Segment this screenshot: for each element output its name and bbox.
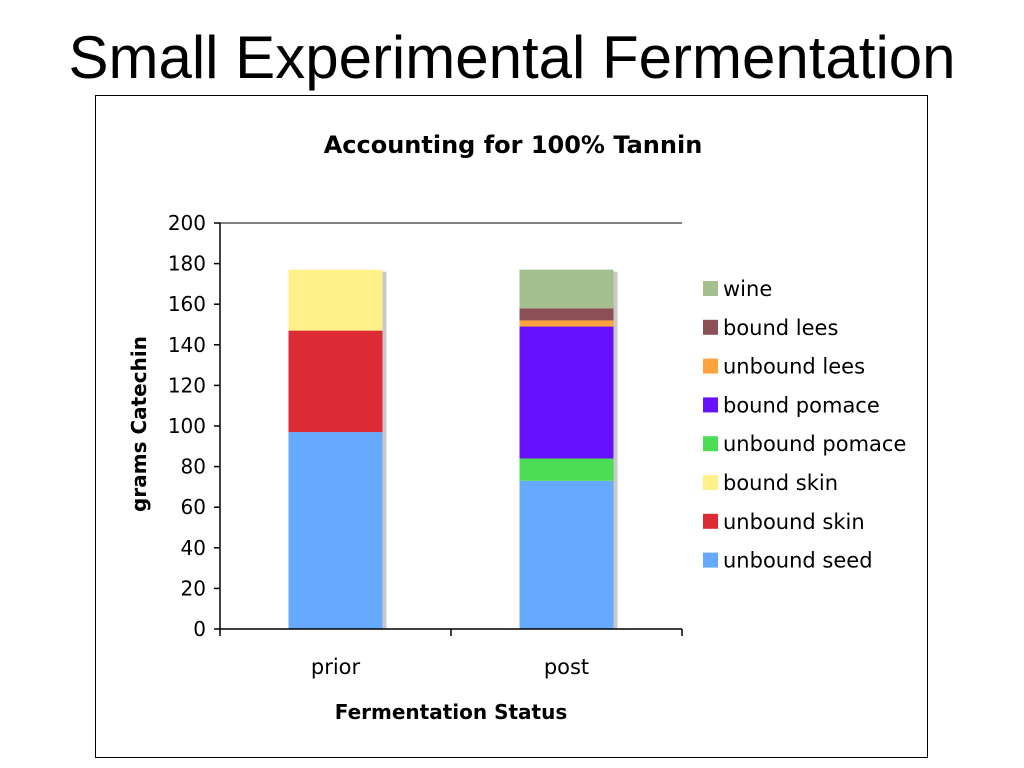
chart-title: Accounting for 100% Tannin xyxy=(324,131,703,159)
legend-swatch xyxy=(703,397,718,413)
legend-label: unbound skin xyxy=(723,510,865,534)
plot-area: 0 20 40 60 80 100 120 140 160 180 200 prior post xyxy=(168,211,683,679)
y-tick-label: 80 xyxy=(181,455,206,479)
legend: wine bound lees unbound lees bound pomace un… xyxy=(703,277,906,573)
y-tick-label: 60 xyxy=(181,495,206,519)
legend-swatch xyxy=(703,319,718,335)
bar-segment xyxy=(288,330,383,433)
y-tick-label: 0 xyxy=(193,617,206,641)
y-tick-label: 40 xyxy=(181,536,206,560)
bar-segment xyxy=(519,308,614,321)
legend-label: bound lees xyxy=(723,316,838,340)
y-tick-label: 100 xyxy=(168,414,206,438)
slide-title: Small Experimental Fermentation xyxy=(68,24,956,91)
x-axis-title: Fermentation Status xyxy=(335,700,568,724)
legend-label: unbound lees xyxy=(723,355,865,379)
bar-segment xyxy=(519,326,614,459)
legend-swatch xyxy=(703,358,718,374)
y-tick-label: 120 xyxy=(168,373,206,397)
y-tick-label: 200 xyxy=(168,211,206,235)
bar-segment xyxy=(519,458,614,481)
legend-label: unbound seed xyxy=(723,549,873,573)
legend-swatch xyxy=(703,552,718,568)
y-tick-label: 160 xyxy=(168,292,206,316)
legend-label: unbound pomace xyxy=(723,432,906,456)
legend-label: bound pomace xyxy=(723,393,880,417)
chart-frame: Accounting for 100% Tannin 0 20 40 60 80 100 1… xyxy=(95,95,928,758)
bar-segment xyxy=(519,269,614,309)
y-tick-label: 140 xyxy=(168,333,206,357)
bar-segment xyxy=(519,320,614,327)
legend-label: bound skin xyxy=(723,471,838,495)
legend-swatch xyxy=(703,436,718,452)
legend-swatch xyxy=(703,475,718,490)
bar-chart: Accounting for 100% Tannin 0 20 40 60 80 100 1… xyxy=(127,131,906,724)
bar-segment xyxy=(288,432,383,629)
bar-shadow xyxy=(613,271,618,629)
x-category-label: post xyxy=(544,655,589,679)
y-axis-title: grams Catechin xyxy=(127,336,151,512)
bar-shadow xyxy=(382,271,387,629)
bar-segment xyxy=(519,480,614,629)
y-tick-label: 180 xyxy=(168,252,206,276)
x-category-label: prior xyxy=(311,655,361,679)
legend-swatch xyxy=(703,281,718,296)
bar-segment xyxy=(288,269,383,331)
y-tick-label: 20 xyxy=(181,576,206,600)
legend-swatch xyxy=(703,513,718,529)
legend-label: wine xyxy=(723,277,772,301)
